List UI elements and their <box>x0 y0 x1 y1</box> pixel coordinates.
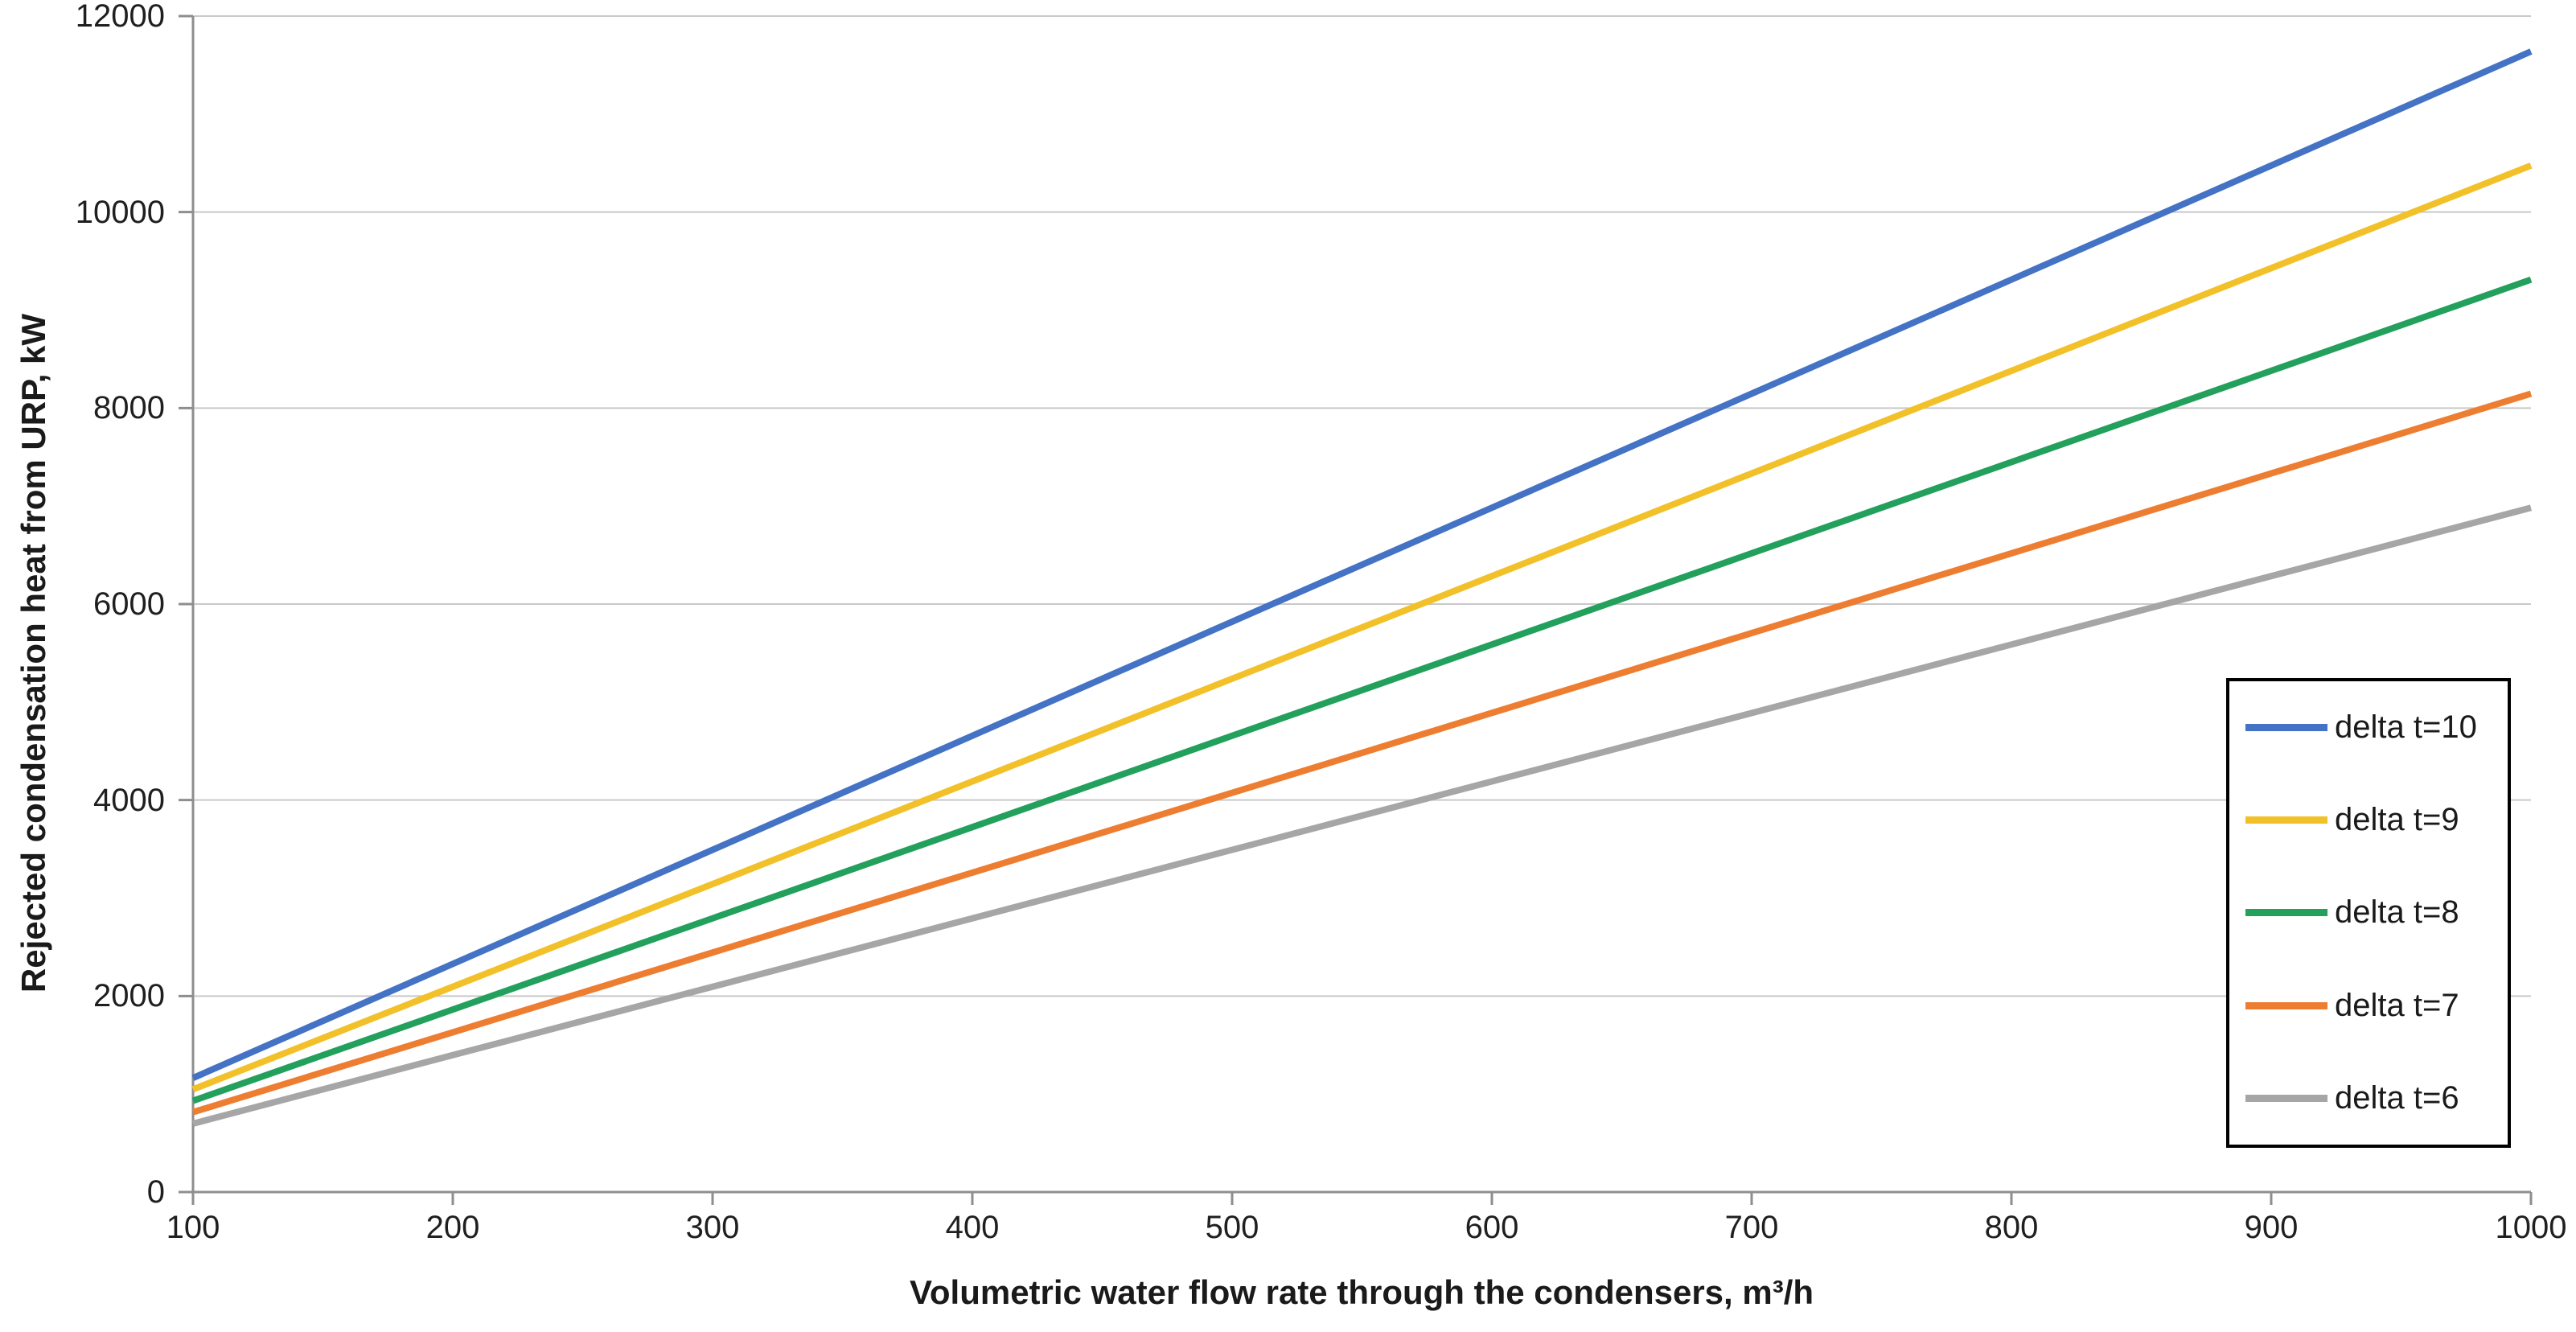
legend-line-swatch <box>2245 1001 2327 1009</box>
legend-label: delta t=9 <box>2335 802 2459 838</box>
x-tick-label-300: 300 <box>685 1210 740 1245</box>
x-tick-label-800: 800 <box>1984 1210 2039 1245</box>
legend-label: delta t=6 <box>2335 1079 2459 1116</box>
x-tick-label-900: 900 <box>2244 1210 2299 1245</box>
series-line-delta-t-10 <box>191 48 2533 1081</box>
y-tick-label-2000: 2000 <box>93 978 165 1014</box>
legend-line-swatch <box>2245 1094 2327 1102</box>
x-tick-label-700: 700 <box>1724 1210 1779 1245</box>
y-tick-label-0: 0 <box>146 1174 165 1210</box>
legend-label: delta t=8 <box>2335 894 2459 931</box>
legend-entry-delta-t-6: delta t=6 <box>2245 1080 2508 1116</box>
legend: delta t=10 delta t=9 delta t=8 delta t=7 del… <box>2226 678 2511 1148</box>
x-axis-title: Volumetric water flow rate through the c… <box>909 1273 1814 1311</box>
x-tick-label-600: 600 <box>1465 1210 1519 1245</box>
legend-label: delta t=10 <box>2335 709 2477 746</box>
series-line-delta-t-6 <box>191 504 2533 1127</box>
legend-entry-delta-t-10: delta t=10 <box>2245 709 2508 746</box>
legend-line-swatch <box>2245 816 2327 824</box>
y-tick-label-12000: 12000 <box>75 0 165 34</box>
legend-entry-delta-t-9: delta t=9 <box>2245 802 2508 838</box>
legend-entry-delta-t-8: delta t=8 <box>2245 894 2508 931</box>
y-tick-label-8000: 8000 <box>93 390 165 426</box>
y-tick-label-10000: 10000 <box>75 194 165 230</box>
x-tick-label-400: 400 <box>945 1210 1000 1245</box>
legend-line-swatch <box>2245 724 2327 732</box>
y-tick-label-6000: 6000 <box>93 586 165 622</box>
legend-line-swatch <box>2245 909 2327 917</box>
legend-label: delta t=7 <box>2335 987 2459 1023</box>
series-line-delta-t-7 <box>191 390 2533 1116</box>
y-axis-title: Rejected condensation heat from URP, kW <box>14 313 52 993</box>
x-tick-label-100: 100 <box>166 1210 220 1245</box>
series-line-delta-t-8 <box>191 276 2533 1104</box>
legend-entry-delta-t-7: delta t=7 <box>2245 988 2508 1024</box>
x-tick-label-200: 200 <box>425 1210 480 1245</box>
y-tick-label-4000: 4000 <box>93 782 165 818</box>
x-tick-label-500: 500 <box>1205 1210 1259 1245</box>
series-line-delta-t-9 <box>191 162 2533 1093</box>
x-tick-label-1000: 1000 <box>2495 1210 2567 1245</box>
